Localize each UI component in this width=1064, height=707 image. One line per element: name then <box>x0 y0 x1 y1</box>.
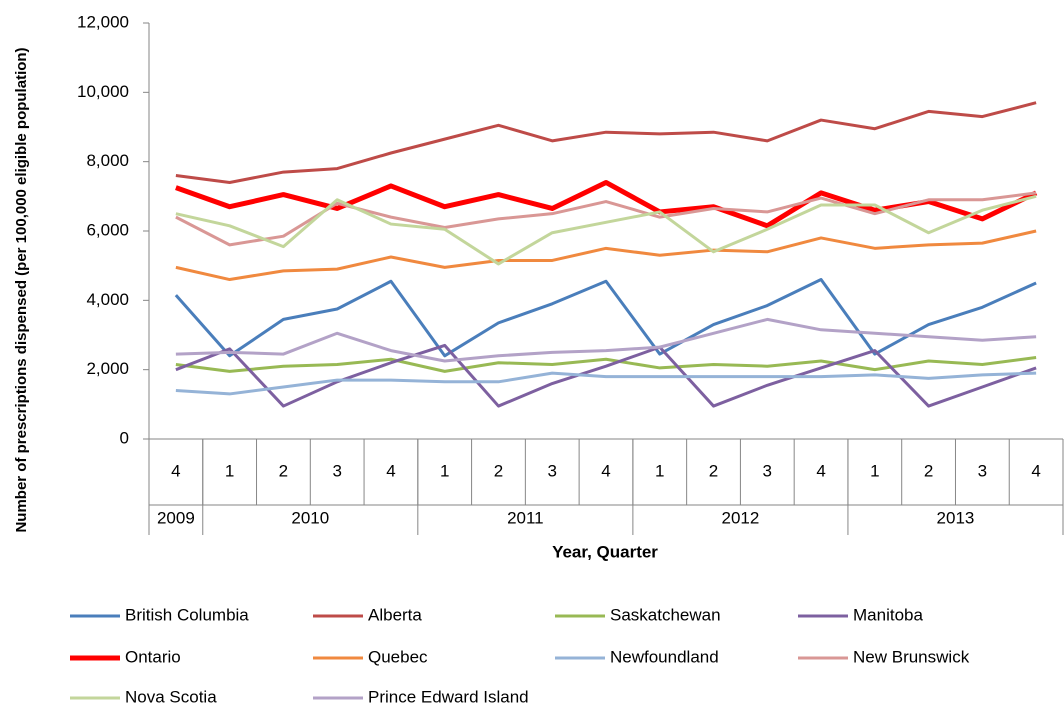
x-tick-label: 3 <box>978 461 987 480</box>
legend-label: Ontario <box>125 647 181 666</box>
y-tick-label: 8,000 <box>86 151 129 170</box>
x-tick-label: 1 <box>225 461 234 480</box>
x-tick-label: 1 <box>440 461 449 480</box>
series-line <box>175 343 1037 408</box>
x-tick-label: 2 <box>709 461 718 480</box>
legend-label: Quebec <box>368 647 428 666</box>
x-group-label: 2010 <box>291 508 329 527</box>
series-line <box>174 278 1037 358</box>
x-tick-label: 4 <box>386 461 395 480</box>
x-group-label: 2013 <box>937 508 975 527</box>
x-tick-label: 4 <box>1031 461 1040 480</box>
legend-label: Manitoba <box>853 605 923 624</box>
x-tick-label: 1 <box>870 461 879 480</box>
legend-label: Prince Edward Island <box>368 687 529 706</box>
x-tick-label: 3 <box>548 461 557 480</box>
legend-label: Nova Scotia <box>125 687 217 706</box>
x-tick-label: 2 <box>924 461 933 480</box>
x-tick-label: 4 <box>601 461 610 480</box>
series-line <box>175 229 1037 282</box>
series-line <box>175 356 1037 373</box>
y-tick-label: 6,000 <box>86 220 129 239</box>
legend-label: Alberta <box>368 605 422 624</box>
x-tick-label: 4 <box>171 461 180 480</box>
x-tick-label: 3 <box>763 461 772 480</box>
y-tick-label: 4,000 <box>86 290 129 309</box>
x-tick-label: 2 <box>279 461 288 480</box>
x-group-label: 2009 <box>157 508 195 527</box>
x-tick-label: 3 <box>332 461 341 480</box>
series-line <box>175 179 1038 229</box>
legend-label: British Columbia <box>125 605 249 624</box>
x-group-label: 2011 <box>507 508 544 527</box>
x-group-label: 2012 <box>721 508 759 527</box>
legend-label: New Brunswick <box>853 647 970 666</box>
y-tick-label: 12,000 <box>77 12 129 31</box>
y-tick-label: 0 <box>120 428 129 447</box>
legend-label: Newfoundland <box>610 647 719 666</box>
y-tick-label: 10,000 <box>77 82 129 101</box>
x-tick-label: 1 <box>655 461 664 480</box>
series-line <box>175 194 1037 266</box>
series-line <box>175 101 1037 184</box>
legend-label: Saskatchewan <box>610 605 721 624</box>
x-tick-label: 4 <box>816 461 825 480</box>
x-tick-label: 2 <box>494 461 503 480</box>
x-axis-title: Year, Quarter <box>552 542 658 561</box>
y-tick-label: 2,000 <box>86 359 129 378</box>
series-line <box>175 317 1037 363</box>
y-axis-title: Number of prescriptions dispensed (per 1… <box>13 47 30 532</box>
series-line <box>175 371 1037 396</box>
